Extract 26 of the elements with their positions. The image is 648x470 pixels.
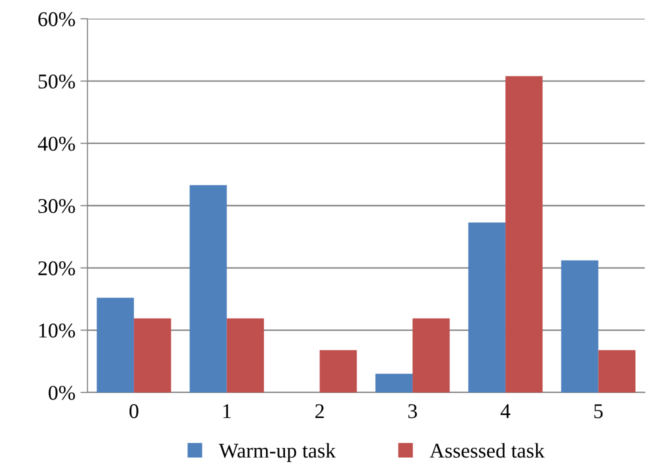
x-tick-label: 1	[223, 404, 231, 418]
x-tick-label: 2	[315, 404, 324, 418]
y-tick-label: 40%	[38, 136, 75, 151]
y-tick-label: 30%	[38, 199, 75, 214]
y-tick-label: 50%	[38, 74, 75, 89]
bar	[226, 318, 264, 392]
y-tick-label: 10%	[39, 324, 75, 338]
bar	[134, 318, 172, 392]
bar	[320, 350, 357, 392]
x-tick-label: 5	[594, 404, 603, 418]
bar	[505, 76, 543, 392]
bar	[561, 260, 598, 392]
x-tick-label: 0	[130, 404, 138, 418]
bar	[96, 298, 134, 392]
x-tick-label: 4	[500, 404, 510, 418]
bar	[598, 350, 636, 392]
x-tick-label: 3	[408, 404, 417, 418]
bar	[375, 374, 413, 392]
y-tick-label: 20%	[38, 261, 75, 276]
legend-label: Assessed task	[430, 443, 545, 458]
bar	[412, 318, 450, 392]
y-tick-label: 0%	[48, 386, 75, 400]
y-tick-label: 60%	[38, 12, 75, 26]
legend-label: Warm-up task	[218, 443, 336, 462]
bar	[190, 185, 227, 392]
bar	[468, 222, 506, 392]
